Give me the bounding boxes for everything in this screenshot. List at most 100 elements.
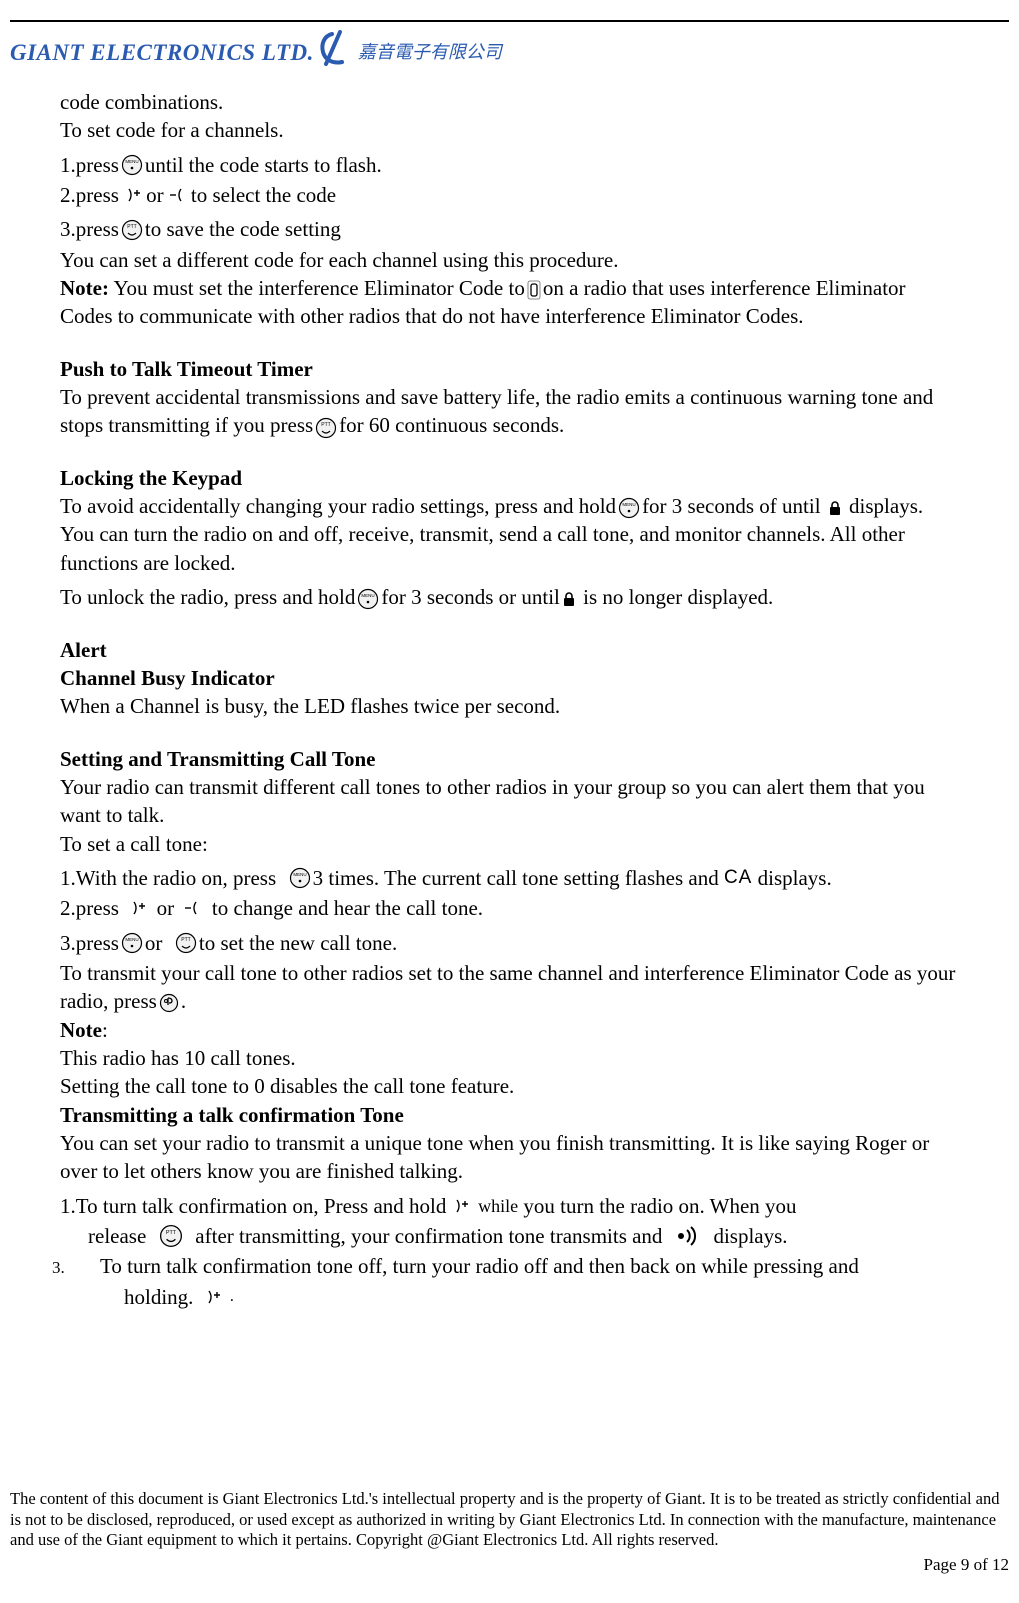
svg-text:PTT: PTT (321, 422, 330, 428)
channel-busy-text: When a Channel is busy, the LED flashes … (60, 692, 961, 720)
ptt-button-icon: PTT (121, 219, 143, 241)
brand-chinese: 嘉音電子有限公司 (358, 38, 502, 64)
ct3-a: 3.press (60, 929, 119, 957)
plus-arc-icon (131, 899, 149, 917)
ct-transmit-b: . (181, 989, 186, 1013)
svg-text:MENU: MENU (622, 502, 635, 507)
note-text-a: You must set the interference Eliminator… (109, 276, 525, 300)
svg-text:PTT: PTT (181, 937, 190, 943)
note-eliminator: Note: You must set the interference Elim… (60, 274, 961, 331)
unlock-text-a: To unlock the radio, press and hold (60, 585, 355, 609)
calltone-step-3: 3.press MENU or PTT to set the new call … (60, 929, 961, 957)
lock-icon (562, 591, 576, 607)
tc3-text: To turn talk confirmation tone off, turn… (100, 1254, 859, 1278)
transmit-icon (675, 1225, 701, 1247)
tc1c-b: after transmitting, your confirmation to… (185, 1222, 673, 1250)
line-set-different: You can set a different code for each ch… (60, 246, 961, 274)
top-rule (10, 20, 1009, 22)
ca-display-text: CA (724, 865, 752, 891)
ct2-c: to change and hear the call tone. (201, 894, 483, 922)
ct-transmit-a: To transmit your call tone to other radi… (60, 961, 955, 1013)
talkconf-step-3-cont: holding. . (60, 1283, 961, 1311)
step-1-text-a: 1.press (60, 151, 119, 179)
unlock-text-b: for 3 seconds or until (381, 585, 559, 609)
step-2-text-b: or (146, 181, 164, 209)
ptt-timeout-text: To prevent accidental transmissions and … (60, 383, 961, 440)
zero-display-icon (527, 280, 541, 300)
lock-text-b: for 3 seconds of until (642, 494, 826, 518)
heading-alert: Alert (60, 636, 961, 664)
heading-talk-confirmation: Transmitting a talk confirmation Tone (60, 1101, 961, 1129)
brand-english: GIANT ELECTRONICS LTD. (10, 40, 314, 66)
step-3: 3.press PTT to save the code setting (60, 215, 961, 243)
tc1-b: while (474, 1194, 519, 1218)
lock-icon (828, 500, 842, 516)
heading-call-tone: Setting and Transmitting Call Tone (60, 745, 961, 773)
ct1-b: 3 times. The current call tone setting f… (313, 864, 724, 892)
svg-text:MENU: MENU (125, 159, 138, 164)
step-2-text-a: 2.press (60, 181, 124, 209)
ptt-button-icon: PTT (315, 417, 337, 439)
tc3c-a: holding. (124, 1283, 204, 1311)
minus-arc-icon (166, 186, 184, 204)
line-set-code: To set code for a channels. (60, 116, 961, 144)
menu-button-icon: MENU (357, 588, 379, 610)
lock-text-a: To avoid accidentally changing your radi… (60, 494, 616, 518)
ct1-a: 1.With the radio on, press (60, 864, 287, 892)
minus-arc-icon (181, 899, 199, 917)
footer: The content of this document is Giant El… (10, 1489, 1009, 1575)
brand-logo-icon (318, 30, 354, 66)
heading-locking: Locking the Keypad (60, 464, 961, 492)
calltone-transmit: To transmit your call tone to other radi… (60, 959, 961, 1016)
calltone-step-2: 2.press or to change and hear the call t… (60, 894, 961, 922)
step-3-text-b: to save the code setting (145, 215, 341, 243)
plus-arc-icon (454, 1197, 472, 1215)
ct2-a: 2.press (60, 894, 129, 922)
tc1-c: you turn the radio on. When you (518, 1192, 796, 1220)
ptt-button-icon: PTT (159, 1224, 183, 1248)
talkconf-intro: You can set your radio to transmit a uni… (60, 1129, 961, 1186)
svg-text:PTT: PTT (127, 224, 136, 230)
header: GIANT ELECTRONICS LTD. 嘉音電子有限公司 (10, 30, 502, 66)
page: GIANT ELECTRONICS LTD. 嘉音電子有限公司 code com… (0, 0, 1019, 1603)
line-code-combinations: code combinations. (60, 88, 961, 116)
talkconf-step-1: 1.To turn talk confirmation on, Press an… (60, 1192, 961, 1220)
svg-text:MENU: MENU (125, 937, 138, 942)
footer-legal: The content of this document is Giant El… (10, 1489, 1009, 1551)
note2-colon: : (102, 1018, 108, 1042)
note2-line2: Setting the call tone to 0 disables the … (60, 1072, 961, 1100)
locking-text: To avoid accidentally changing your radi… (60, 492, 961, 577)
talkconf-step-1-cont: release PTT after transmitting, your con… (60, 1222, 961, 1250)
content: code combinations. To set code for a cha… (60, 88, 961, 1311)
talkconf-step-3: 3.To turn talk confirmation tone off, tu… (60, 1252, 961, 1280)
tc3-num: 3. (76, 1257, 100, 1280)
note-label: Note: (60, 276, 109, 300)
ct1-d: displays. (752, 864, 831, 892)
menu-button-icon: MENU (121, 932, 143, 954)
ct3-b: or (145, 929, 173, 957)
svg-text:PTT: PTT (166, 1230, 177, 1236)
note2: Note: (60, 1016, 961, 1044)
svg-text:MENU: MENU (293, 872, 306, 877)
note2-line1: This radio has 10 call tones. (60, 1044, 961, 1072)
call-tone-intro: Your radio can transmit different call t… (60, 773, 961, 830)
menu-button-icon: MENU (121, 154, 143, 176)
tc1c-c: displays. (703, 1222, 788, 1250)
step-2: 2.press or to select the code (60, 181, 961, 209)
step-2-text-c: to select the code (186, 181, 336, 209)
call-button-icon (159, 993, 179, 1013)
unlocking-text: To unlock the radio, press and hold MENU… (60, 583, 961, 611)
unlock-text-c: is no longer displayed. (578, 585, 773, 609)
call-tone-toset: To set a call tone: (60, 830, 961, 858)
heading-push-to-talk: Push to Talk Timeout Timer (60, 355, 961, 383)
svg-text:MENU: MENU (362, 593, 375, 598)
step-3-text-a: 3.press (60, 215, 119, 243)
step-1: 1.press MENU until the code starts to fl… (60, 151, 961, 179)
tc1c-a: release (88, 1222, 157, 1250)
menu-button-icon: MENU (618, 497, 640, 519)
plus-arc-icon (126, 186, 144, 204)
tc1-a: 1.To turn talk confirmation on, Press an… (60, 1192, 452, 1220)
plus-arc-icon (206, 1288, 224, 1306)
note2-label: Note (60, 1018, 102, 1042)
ct2-b: or (151, 894, 179, 922)
